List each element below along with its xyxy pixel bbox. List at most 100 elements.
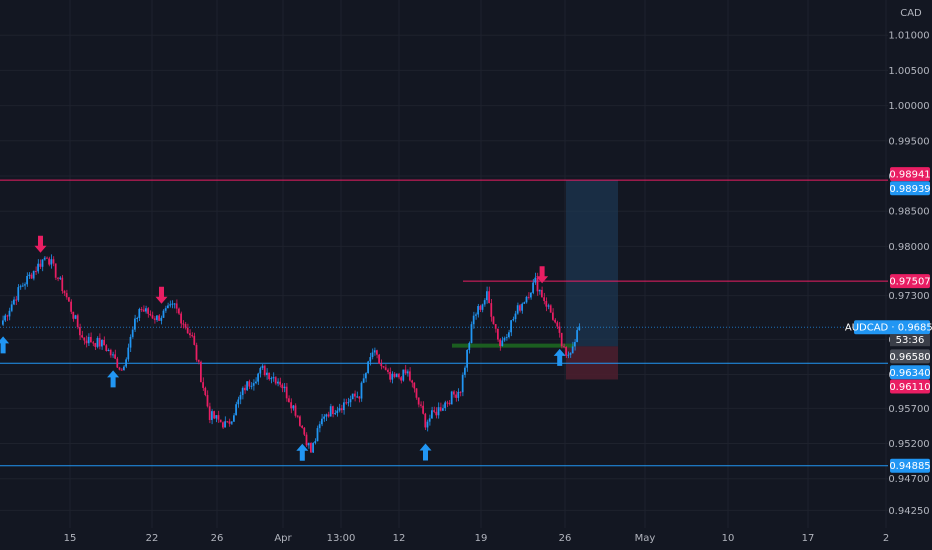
candle-body (268, 372, 270, 380)
candle-body (391, 373, 394, 380)
candle-body (85, 340, 88, 344)
level-badge (890, 458, 930, 473)
candle-body (426, 421, 429, 428)
candle-body (4, 315, 6, 321)
candle-body (274, 377, 277, 384)
candle-body (433, 410, 435, 412)
currency-label: CAD (900, 8, 922, 19)
candle-body (230, 421, 233, 424)
candle-body (514, 313, 517, 320)
candle-body (296, 415, 299, 417)
down-arrow-icon (155, 286, 168, 304)
candle-body (131, 329, 134, 337)
candle-body (527, 296, 530, 298)
candle-body (26, 275, 28, 285)
candle-body (252, 383, 255, 386)
y-tick-label: 1.01000 (888, 31, 929, 42)
time-axis[interactable]: 15 22 26 Apr 13:00 12 19 26 May 10 17 2 (64, 533, 890, 544)
candle-body (305, 434, 308, 446)
candle-body (138, 309, 141, 318)
candle-body (72, 311, 75, 319)
candle-body (153, 318, 156, 320)
current-price-badge (854, 320, 930, 335)
candle-body (186, 327, 189, 334)
candle-body (508, 332, 510, 338)
candle-body (277, 381, 279, 384)
candle-body (338, 408, 341, 411)
candle-body (228, 421, 231, 424)
candle-body (417, 397, 420, 405)
candle-body (120, 369, 123, 371)
candle-body (109, 349, 112, 356)
candle-body (158, 315, 160, 321)
candle-body (343, 402, 345, 411)
candle-body (13, 299, 15, 305)
candle-body (479, 306, 482, 310)
candle-body (486, 291, 488, 301)
candle-body (380, 363, 383, 367)
candle-body (283, 386, 286, 389)
candle-body (472, 315, 475, 325)
candle-body (389, 371, 391, 380)
candle-body (437, 407, 440, 416)
candle-body (107, 349, 110, 352)
candle-body (519, 305, 521, 311)
candle-body (281, 384, 284, 389)
level-badge (890, 167, 930, 182)
candle-body (149, 313, 152, 316)
candle-body (255, 381, 257, 384)
candle-body (543, 297, 545, 301)
candle-body (565, 346, 567, 356)
candle-body (156, 315, 158, 320)
candle-body (74, 315, 77, 319)
candle-body (237, 399, 240, 405)
candle-body (382, 366, 385, 368)
candle-body (28, 274, 31, 276)
y-tick-label: 0.97300 (888, 291, 929, 302)
candle-body (351, 393, 354, 400)
candle-body (541, 289, 543, 298)
candle-body (233, 415, 235, 422)
candle-body (39, 263, 42, 267)
candle-body (24, 284, 26, 286)
last-close-badge-text: 0.96580 (889, 352, 930, 363)
candle-body (369, 357, 372, 362)
candle-body (92, 342, 94, 344)
candle-body (204, 387, 207, 396)
candle-body (327, 414, 330, 417)
x-tick-label: 13:00 (327, 533, 356, 544)
level-badge-text: 0.94885 (889, 461, 930, 472)
candle-body (292, 405, 295, 409)
candle-body (81, 335, 83, 338)
candle-body (545, 300, 548, 307)
candle-body (512, 319, 515, 321)
candle-body (567, 354, 570, 356)
candle-body (358, 396, 361, 399)
candle-body (169, 304, 171, 306)
candle-body (428, 418, 431, 422)
y-tick-label: 0.94700 (888, 474, 929, 485)
candle-body (200, 361, 202, 383)
candle-body (466, 350, 468, 368)
candle-body (246, 381, 248, 391)
x-tick-label: 26 (559, 533, 572, 544)
candle-body (420, 404, 422, 406)
candle-body (270, 378, 273, 380)
candle-body (211, 411, 213, 420)
candle-body (57, 277, 59, 279)
candle-body (257, 373, 259, 382)
candle-body (171, 303, 174, 305)
y-tick-label: 0.95700 (888, 404, 929, 415)
candle-body (118, 367, 121, 370)
candle-body (142, 309, 145, 312)
candle-body (413, 382, 416, 389)
candle-body (453, 391, 455, 395)
candle-body (50, 259, 53, 265)
candle-body (307, 442, 310, 446)
candle-body (219, 419, 222, 423)
candle-body (488, 291, 490, 304)
candle-body (435, 411, 438, 416)
candle-body (272, 377, 275, 379)
